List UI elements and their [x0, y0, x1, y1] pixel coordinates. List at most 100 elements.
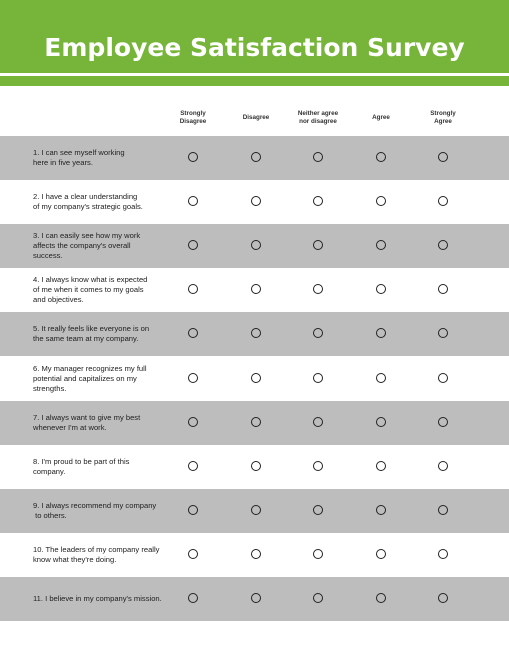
question-line: of me when it comes to my goals: [33, 285, 144, 294]
answer-radio-4[interactable]: [376, 284, 386, 294]
question-row-7: 7. I always want to give my best whenever…: [0, 401, 509, 445]
question-line: know what they're doing.: [33, 555, 117, 564]
answer-radio-5[interactable]: [438, 549, 448, 559]
answer-radio-3[interactable]: [313, 461, 323, 471]
scale-label-line: Disagree: [179, 118, 207, 125]
answer-radio-2[interactable]: [251, 461, 261, 471]
question-line: 7. I always want to give my best: [33, 413, 141, 422]
answer-radio-2[interactable]: [251, 505, 261, 515]
scale-label-line: Strongly: [180, 110, 206, 117]
question-row-1: 1. I can see myself working here in five …: [0, 136, 509, 180]
answer-radio-3[interactable]: [313, 196, 323, 206]
answer-radio-1[interactable]: [188, 152, 198, 162]
answer-radio-4[interactable]: [376, 240, 386, 250]
answer-radio-3[interactable]: [313, 549, 323, 559]
answer-radio-5[interactable]: [438, 152, 448, 162]
question-line: strengths.: [33, 384, 67, 393]
answer-radio-2[interactable]: [251, 373, 261, 383]
scale-label-4: Strongly Agree: [423, 104, 463, 132]
answer-radio-4[interactable]: [376, 373, 386, 383]
answer-radio-3[interactable]: [313, 152, 323, 162]
answer-radio-2[interactable]: [251, 549, 261, 559]
question-row-6: 6. My manager recognizes my full potentia…: [0, 357, 509, 401]
answer-radio-4[interactable]: [376, 461, 386, 471]
question-text: 8. I'm proud to be part of this company.: [33, 445, 179, 489]
answer-radio-1[interactable]: [188, 196, 198, 206]
answer-radio-3[interactable]: [313, 284, 323, 294]
answer-radio-1[interactable]: [188, 593, 198, 603]
title-banner: Employee Satisfaction Survey: [0, 0, 509, 73]
question-text: 5. It really feels like everyone is on th…: [33, 312, 179, 356]
question-line: of my company's strategic goals.: [33, 202, 143, 211]
answer-radio-2[interactable]: [251, 417, 261, 427]
answer-radio-4[interactable]: [376, 152, 386, 162]
question-line: success.: [33, 251, 63, 260]
question-line: 4. I always know what is expected: [33, 275, 148, 284]
question-row-10: 10. The leaders of my company really know…: [0, 533, 509, 577]
answer-radio-2[interactable]: [251, 196, 261, 206]
answer-radio-2[interactable]: [251, 284, 261, 294]
answer-radio-5[interactable]: [438, 328, 448, 338]
scale-label-1: Disagree: [236, 104, 276, 132]
scale-label-line: nor disagree: [299, 118, 337, 125]
question-line: 8. I'm proud to be part of this: [33, 457, 130, 466]
answer-radio-2[interactable]: [251, 152, 261, 162]
answer-radio-5[interactable]: [438, 240, 448, 250]
answer-radio-3[interactable]: [313, 373, 323, 383]
answer-radio-5[interactable]: [438, 461, 448, 471]
question-text: 1. I can see myself working here in five …: [33, 136, 179, 180]
question-line: potential and capitalizes on my: [33, 374, 137, 383]
answer-radio-5[interactable]: [438, 505, 448, 515]
answer-radio-3[interactable]: [313, 240, 323, 250]
answer-radio-5[interactable]: [438, 196, 448, 206]
answer-radio-3[interactable]: [313, 505, 323, 515]
answer-radio-5[interactable]: [438, 417, 448, 427]
question-text: 6. My manager recognizes my full potentia…: [33, 357, 179, 401]
question-row-8: 8. I'm proud to be part of this company.: [0, 445, 509, 489]
answer-radio-3[interactable]: [313, 328, 323, 338]
question-text: 2. I have a clear understanding of my com…: [33, 180, 179, 224]
answer-radio-1[interactable]: [188, 461, 198, 471]
answer-radio-3[interactable]: [313, 417, 323, 427]
question-line: 11. I believe in my company's mission.: [33, 594, 162, 603]
scale-label-line: Neither agree: [297, 110, 339, 117]
question-row-3: 3. I can easily see how my work affects t…: [0, 224, 509, 268]
page-title: Employee Satisfaction Survey: [44, 33, 465, 62]
question-text: 3. I can easily see how my work affects t…: [33, 224, 179, 268]
question-line: affects the company's overall: [33, 241, 131, 250]
question-text: 7. I always want to give my best whenever…: [33, 401, 179, 445]
answer-radio-4[interactable]: [376, 549, 386, 559]
answer-radio-2[interactable]: [251, 328, 261, 338]
question-line: 5. It really feels like everyone is on: [33, 324, 150, 333]
question-row-5: 5. It really feels like everyone is on th…: [0, 312, 509, 356]
question-line: to others.: [33, 511, 67, 520]
answer-radio-1[interactable]: [188, 505, 198, 515]
scale-label-0: Strongly Disagree: [171, 104, 215, 132]
scale-label-2: Neither agree nor disagree: [287, 104, 349, 132]
scale-label-line: Strongly: [430, 110, 456, 117]
answer-radio-5[interactable]: [438, 593, 448, 603]
question-line: and objectives.: [33, 295, 84, 304]
answer-radio-1[interactable]: [188, 373, 198, 383]
answer-radio-4[interactable]: [376, 196, 386, 206]
answer-radio-1[interactable]: [188, 240, 198, 250]
answer-radio-2[interactable]: [251, 240, 261, 250]
answer-radio-4[interactable]: [376, 593, 386, 603]
answer-radio-1[interactable]: [188, 328, 198, 338]
question-row-4: 4. I always know what is expected of me w…: [0, 268, 509, 312]
scale-label-line: Agree: [372, 114, 390, 121]
question-line: 9. I always recommend my company: [33, 501, 157, 510]
question-line: company.: [33, 467, 66, 476]
question-line: 2. I have a clear understanding: [33, 192, 138, 201]
answer-radio-4[interactable]: [376, 417, 386, 427]
answer-radio-4[interactable]: [376, 505, 386, 515]
answer-radio-4[interactable]: [376, 328, 386, 338]
answer-radio-3[interactable]: [313, 593, 323, 603]
answer-radio-1[interactable]: [188, 284, 198, 294]
answer-radio-1[interactable]: [188, 549, 198, 559]
answer-radio-2[interactable]: [251, 593, 261, 603]
answer-radio-5[interactable]: [438, 284, 448, 294]
answer-radio-5[interactable]: [438, 373, 448, 383]
answer-radio-1[interactable]: [188, 417, 198, 427]
question-line: the same team at my company.: [33, 334, 139, 343]
